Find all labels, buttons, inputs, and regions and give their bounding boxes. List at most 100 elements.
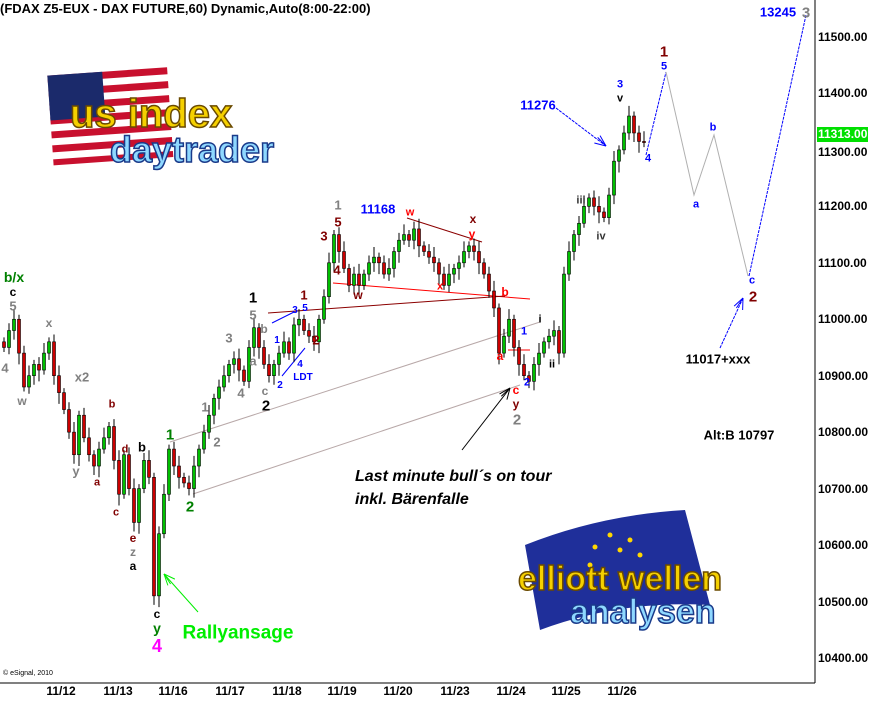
wave-label: 1 (274, 335, 280, 346)
candle (542, 341, 546, 354)
wave-label: Rallyansage (182, 622, 294, 644)
y-tick-label: 11500.00 (818, 30, 868, 44)
candle (632, 115, 636, 134)
candle (122, 454, 126, 495)
wave-label: b (260, 322, 268, 336)
wave-label: c (748, 274, 756, 287)
wave-label: z (130, 545, 136, 559)
candle (312, 335, 316, 343)
wave-label: c (9, 285, 17, 299)
annotation-note-1: Last minute bull´s on tour (355, 468, 552, 485)
candle (412, 228, 416, 241)
wave-label: 4 (297, 359, 303, 370)
candle (52, 341, 56, 376)
candle (32, 364, 36, 377)
candle (107, 426, 111, 439)
last-price-marker: 11313.00 (817, 127, 869, 142)
x-tick-label: 11/23 (440, 684, 470, 698)
copyright: © eSignal, 2010 (3, 670, 53, 677)
wave-label: 4 (644, 152, 652, 165)
wave-label: 2 (213, 434, 221, 450)
x-tick-label: 11/20 (383, 684, 413, 698)
wave-label: 4 (151, 636, 163, 656)
wave-label: 1 (248, 289, 258, 307)
candle (227, 364, 231, 377)
candle (147, 460, 151, 478)
candle (77, 414, 81, 456)
wave-label: b (709, 121, 717, 134)
candle (472, 245, 476, 252)
wave-label: 2 (277, 380, 283, 391)
candle (307, 330, 311, 337)
candle (432, 256, 436, 264)
svg-text:analysen: analysen (570, 593, 716, 631)
candle (447, 273, 451, 286)
candle (257, 327, 261, 348)
candle (642, 141, 646, 143)
elliott-wellen-analysen-logo: elliott wellen analysen (510, 505, 780, 635)
candle (372, 256, 376, 264)
candle (362, 273, 366, 286)
candle (587, 197, 591, 207)
candle (137, 488, 141, 523)
candle (292, 324, 296, 354)
candle (622, 132, 626, 151)
candle (102, 437, 106, 450)
arrow-head (163, 573, 176, 580)
candle (277, 352, 281, 365)
wave-label: 2 (523, 376, 531, 389)
svg-text:daytrader: daytrader (110, 129, 274, 170)
wave-label: 5 (334, 214, 342, 230)
candle (267, 364, 271, 377)
wave-label: c (512, 383, 520, 397)
candle (407, 234, 411, 241)
candle (437, 262, 441, 275)
wave-label: 13245 (759, 4, 797, 20)
svg-text:us index: us index (70, 92, 232, 136)
wave-label: 2 (748, 288, 758, 306)
candle (387, 268, 391, 275)
candle (297, 318, 301, 326)
wave-label: b/x (3, 269, 25, 285)
wave-label: i (538, 313, 542, 326)
candle (477, 251, 481, 264)
wave-label: iii (576, 194, 586, 207)
x-tick-label: 11/18 (272, 684, 302, 698)
candle (427, 251, 431, 258)
candle (7, 330, 11, 348)
candle (112, 426, 116, 461)
candle (62, 392, 66, 410)
wave-label: 3 (292, 305, 298, 316)
x-tick-label: 11/17 (215, 684, 245, 698)
wave-label: a (496, 349, 504, 363)
candle (577, 222, 581, 235)
candle (367, 262, 371, 275)
arrow-head (594, 142, 607, 147)
candle (192, 465, 196, 489)
wave-label: a (249, 353, 257, 369)
x-tick-label: 11/19 (327, 684, 357, 698)
wave-label: LDT (293, 372, 313, 383)
y-tick-label: 10400.00 (818, 650, 869, 665)
wave-label: 11276 (520, 97, 556, 113)
wave-label: 1 (659, 43, 669, 61)
candle (282, 341, 286, 354)
wave-label: b (138, 439, 146, 455)
candle (2, 341, 6, 348)
trend-line (192, 384, 521, 495)
arrow (461, 387, 511, 451)
candle (17, 318, 21, 354)
candle (287, 341, 291, 354)
trend-line (169, 321, 541, 443)
y-tick-label: 10900.00 (818, 368, 869, 383)
wave-label: b (108, 398, 116, 411)
candle (132, 488, 136, 523)
candle (592, 197, 596, 207)
candle (47, 341, 51, 354)
wave-label: 2 (512, 411, 522, 429)
candle (612, 160, 616, 196)
wave-label: y (512, 397, 520, 411)
chart-title: (FDAX Z5-EUX - DAX FUTURE,60) Dynamic,Au… (0, 1, 371, 16)
candle (537, 352, 541, 365)
